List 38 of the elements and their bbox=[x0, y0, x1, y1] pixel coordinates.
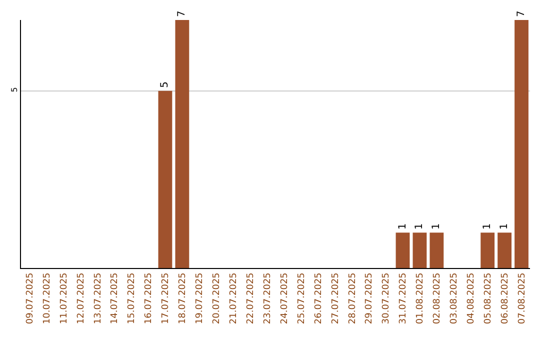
x-tick-label: 25.07.2025 bbox=[296, 272, 307, 324]
data-label: 1 bbox=[431, 223, 442, 230]
x-tick-label: 24.07.2025 bbox=[280, 272, 290, 324]
x-tick-label: 20.07.2025 bbox=[212, 272, 222, 324]
data-label: 1 bbox=[499, 223, 510, 230]
x-tick-label: 31.07.2025 bbox=[398, 272, 409, 324]
data-label: 7 bbox=[516, 10, 528, 17]
x-tick-label: 07.08.2025 bbox=[517, 272, 528, 324]
x-tick-label: 30.07.2025 bbox=[382, 272, 392, 324]
data-label: 1 bbox=[414, 223, 426, 230]
x-tick-label: 17.07.2025 bbox=[161, 272, 172, 324]
x-tick-label: 29.07.2025 bbox=[364, 272, 375, 324]
x-tick-label: 06.08.2025 bbox=[500, 272, 510, 324]
x-tick-label: 10.07.2025 bbox=[42, 272, 52, 324]
x-tick-label: 14.07.2025 bbox=[110, 272, 120, 324]
data-label: 1 bbox=[397, 223, 408, 230]
x-tick-label: 23.07.2025 bbox=[262, 272, 273, 324]
x-tick-label: 18.07.2025 bbox=[178, 272, 188, 324]
x-tick-label: 15.07.2025 bbox=[127, 272, 138, 324]
x-tick-label: 12.07.2025 bbox=[76, 272, 86, 324]
data-label: 1 bbox=[482, 223, 494, 230]
x-tick-label: 03.08.2025 bbox=[450, 272, 460, 324]
x-tick-label: 21.07.2025 bbox=[229, 272, 240, 324]
x-tick-label: 01.08.2025 bbox=[416, 272, 426, 324]
x-tick-label: 11.07.2025 bbox=[59, 272, 70, 324]
x-tick-label: 16.07.2025 bbox=[144, 272, 154, 324]
x-tick-label: 22.07.2025 bbox=[246, 272, 256, 324]
x-tick-label: 05.08.2025 bbox=[484, 272, 494, 324]
data-label: 5 bbox=[160, 81, 171, 88]
data-label: 7 bbox=[176, 10, 188, 17]
x-tick-label: 27.07.2025 bbox=[330, 272, 341, 324]
x-tick-label: 28.07.2025 bbox=[348, 272, 358, 324]
x-tick-label: 04.08.2025 bbox=[466, 272, 477, 324]
x-tick-label: 26.07.2025 bbox=[314, 272, 324, 324]
x-tick-label: 09.07.2025 bbox=[25, 272, 36, 324]
x-tick-label: 13.07.2025 bbox=[93, 272, 104, 324]
x-tick-label: 19.07.2025 bbox=[195, 272, 206, 324]
x-tick-label: 02.08.2025 bbox=[432, 272, 443, 324]
